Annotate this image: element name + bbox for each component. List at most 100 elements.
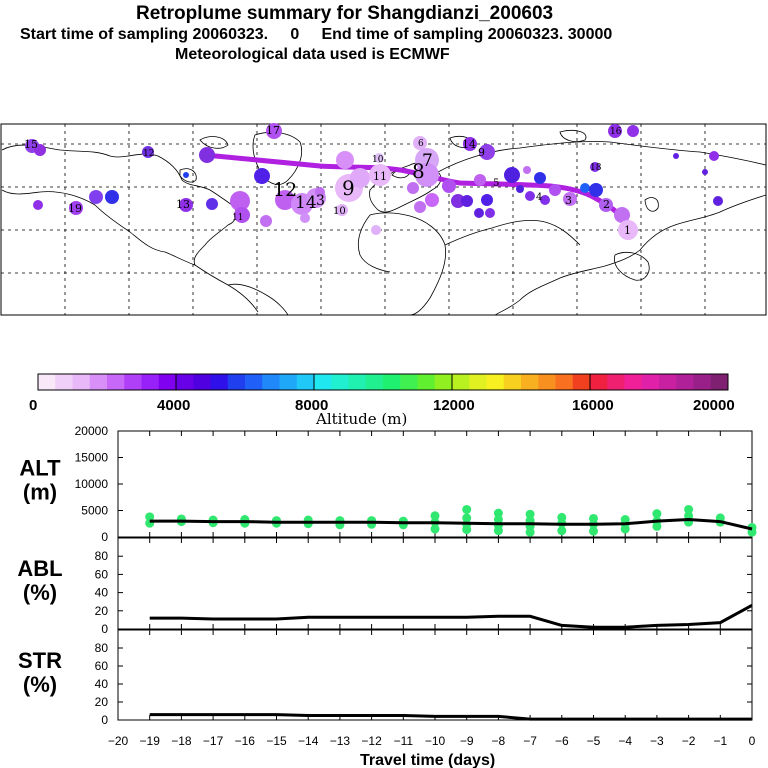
scatter-point [240,518,250,528]
colorbar-swatch [262,374,280,390]
scatter-point [525,527,535,537]
svg-text:9: 9 [342,176,355,200]
y-tick-label: 0 [101,530,108,544]
svg-text:8: 8 [412,159,425,183]
x-tick-label: −15 [266,734,287,748]
scatter-point [303,519,313,529]
x-tick-label: 0 [749,734,756,748]
x-tick-label: −1 [713,734,727,748]
met-data-line: Meteorological data used is ECMWF [175,46,450,63]
colorbar-swatch [521,374,539,390]
colorbar-swatch [176,374,194,390]
scatter-point [462,525,472,535]
colorbar-swatch [314,374,332,390]
colorbar-swatch [590,374,608,390]
colorbar-swatch [434,374,453,390]
scatter-point [589,526,598,536]
sampling-time-line: Start time of sampling 20060323. 0 End t… [20,26,613,43]
trajectory-map: 15 12 17 13 10 19 14 16 18 11 9 8 7 6 5 … [0,123,767,316]
svg-text:3: 3 [565,194,572,207]
x-tick-label: −9 [460,734,474,748]
colorbar-tick: 12000 [433,397,475,414]
x-tick-label: −10 [425,734,446,748]
svg-text:9: 9 [478,146,485,159]
x-tick-label: −14 [298,734,319,748]
y-tick-label: 40 [95,586,109,600]
y-tick-label: 0 [101,713,108,727]
panel-frame [117,537,753,630]
y-tick-label: 5000 [81,504,108,518]
time-series-panels: 20000150001000050000ALT(m)806040200ABL(%… [17,424,757,727]
scatter-point [430,511,440,521]
colorbar-swatch [245,374,263,390]
svg-text:2: 2 [603,198,610,211]
colorbar-swatch [452,374,470,390]
x-tick-label: −16 [235,734,256,748]
colorbar-swatch [107,374,125,390]
svg-text:10: 10 [333,206,346,217]
x-tick-label: −2 [682,734,696,748]
altitude-colorbar [37,373,729,391]
x-axis-label: Travel time (days) [360,752,495,768]
x-tick-label: −4 [618,734,632,748]
series-line [149,713,752,721]
svg-text:10: 10 [372,155,384,165]
colorbar-swatch [210,374,229,390]
colorbar-swatch [296,374,315,390]
x-tick-label: −6 [555,734,569,748]
x-tick-label: −20 [108,734,129,748]
svg-text:14: 14 [462,138,476,151]
chart-title: Retroplume summary for Shangdianzi_20060… [136,3,554,24]
scatter-point [462,513,472,523]
scatter-point [652,521,662,531]
colorbar-swatch [331,374,349,390]
y-tick-label: 20 [95,604,109,618]
y-axis-title: STR [18,648,62,673]
x-tick-label: −7 [523,734,537,748]
colorbar-swatch [417,374,436,390]
colorbar-tick: 20000 [693,397,735,414]
colorbar-swatch [572,374,591,390]
y-tick-label: 20000 [75,424,109,438]
x-tick-label: −13 [330,734,351,748]
colorbar-tick: 8000 [295,397,328,414]
y-tick-label: 80 [95,549,109,563]
svg-text:1: 1 [624,224,631,237]
panel-frame [117,629,753,721]
colorbar-swatch [38,374,56,390]
colorbar-swatch [624,374,643,390]
svg-text:11: 11 [232,213,243,223]
y-tick-label: 80 [95,641,109,655]
y-axis-title: (%) [23,580,57,605]
colorbar-tick: 0 [29,397,37,414]
colorbar-swatch [607,374,625,390]
plume-dots [25,123,723,240]
colorbar-swatch [141,374,160,390]
map-graticule [1,124,766,315]
colorbar-tick: 4000 [157,397,190,414]
scatter-point [525,509,535,519]
y-axis-title: (m) [23,480,57,505]
colorbar-swatch [72,374,91,390]
map-day-labels: 15 12 17 13 10 19 14 16 18 11 9 8 7 6 5 … [24,124,631,237]
colorbar-swatch [503,374,522,390]
colorbar-swatch [486,374,505,390]
svg-text:3: 3 [316,193,325,209]
colorbar-swatch [158,374,177,390]
y-axis-title: ABL [17,556,62,581]
svg-text:18: 18 [590,163,602,173]
scatter-point [462,504,472,514]
x-tick-label: −5 [587,734,601,748]
x-tick-label: −18 [171,734,192,748]
svg-text:13: 13 [176,198,190,211]
svg-text:6: 6 [418,139,424,149]
colorbar-swatch [555,374,574,390]
scatter-point [684,504,694,514]
colorbar-swatch [89,374,108,390]
colorbar-frame [37,373,729,391]
map-coastlines [1,130,767,316]
y-axis-title: (%) [23,672,57,697]
scatter-point [652,509,662,519]
y-axis-title: ALT [19,456,61,481]
